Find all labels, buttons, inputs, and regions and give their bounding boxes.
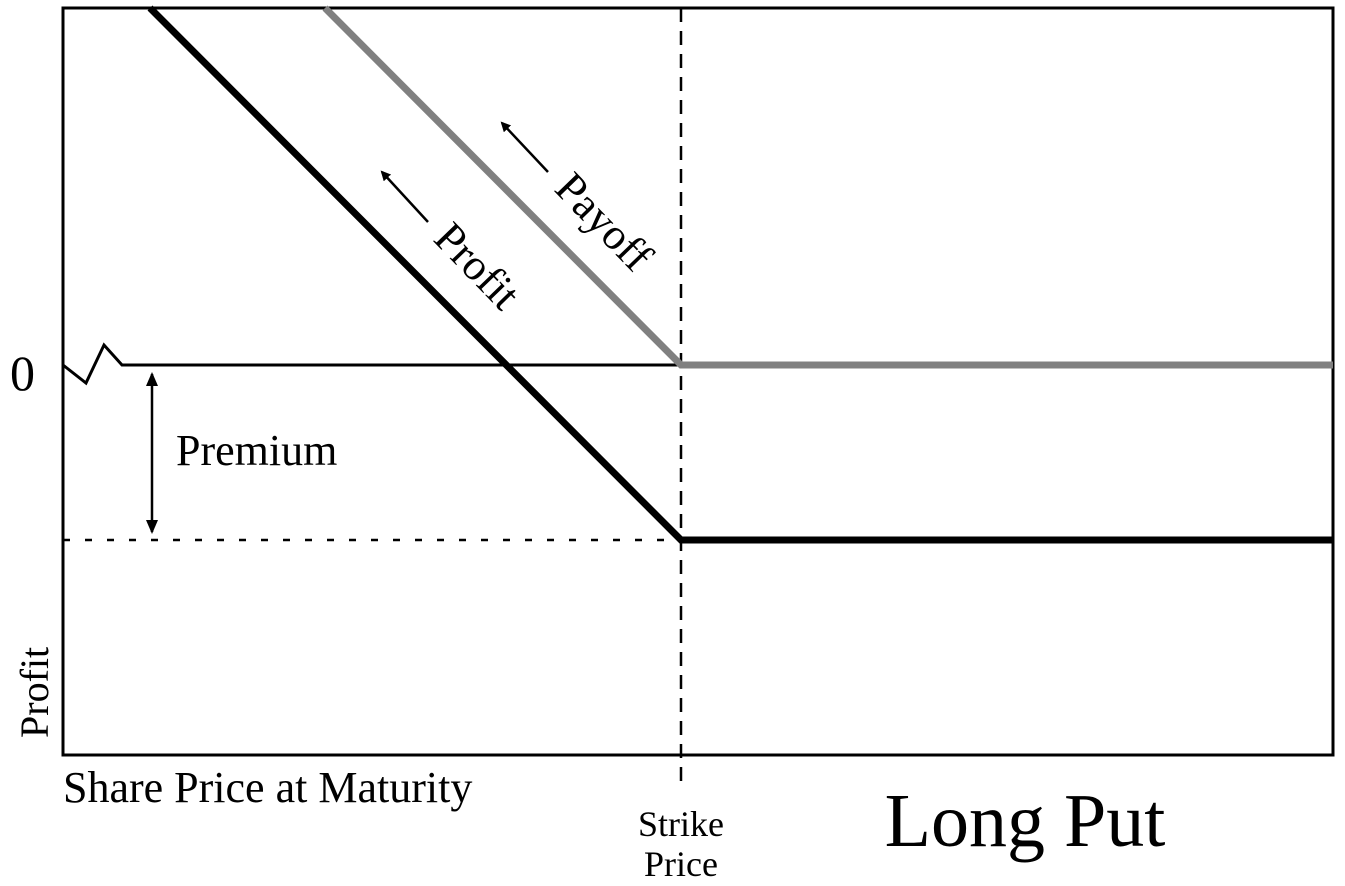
zero-line <box>62 342 681 386</box>
x-axis-label: Share Price at Maturity <box>63 763 472 812</box>
profit-line <box>147 5 1333 544</box>
diagram-title: Long Put <box>885 779 1166 863</box>
strike-label-line1: Strike <box>638 804 724 844</box>
plot-frame <box>61 6 1335 757</box>
strike-label-line2: Price <box>644 844 718 884</box>
payoff-line <box>322 5 1333 369</box>
zero-label: 0 <box>10 345 35 401</box>
arrow-up-left-icon <box>500 121 549 173</box>
arrow-up-left-icon <box>380 170 429 223</box>
payoff-line-label: Payoff <box>546 163 662 281</box>
y-axis-label: Profit <box>12 647 57 738</box>
premium-label: Premium <box>176 426 337 475</box>
